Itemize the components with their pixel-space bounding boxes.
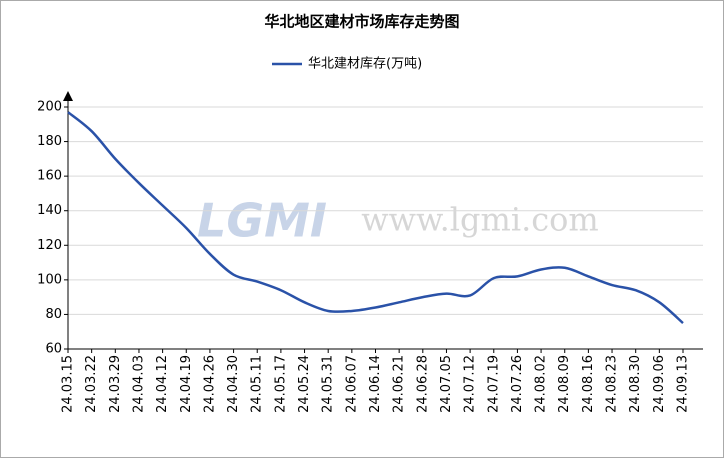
y-tick-label: 140 [37, 203, 62, 218]
x-tick-label: 24.08.09 [557, 355, 572, 413]
x-tick-label: 24.05.17 [273, 355, 288, 413]
x-tick-label: 24.07.12 [463, 355, 478, 413]
x-tick-label: 24.04.03 [131, 355, 146, 413]
x-tick-label: 24.08.30 [628, 355, 643, 413]
y-tick-label: 80 [45, 307, 62, 322]
y-tick-label: 180 [37, 134, 62, 149]
x-tick-label: 24.03.29 [108, 355, 123, 413]
x-tick-label: 24.05.11 [250, 355, 265, 413]
y-tick-label: 100 [37, 272, 62, 287]
x-tick-label: 24.04.26 [202, 355, 217, 413]
watermark-logo: LGMI [197, 194, 327, 248]
x-tick-label: 24.05.31 [321, 355, 336, 413]
y-tick-label: 200 [37, 100, 62, 115]
y-tick-label: 120 [37, 238, 62, 253]
x-tick-label: 24.06.07 [344, 355, 359, 413]
x-tick-label: 24.09.06 [652, 355, 667, 413]
x-tick-label: 24.03.15 [61, 355, 76, 413]
x-tick-label: 24.04.30 [226, 355, 241, 413]
x-tick-label: 24.06.28 [415, 355, 430, 413]
watermark-url: www.lgmi.com [361, 201, 599, 239]
y-tick-label: 160 [37, 169, 62, 184]
x-tick-label: 24.05.24 [297, 355, 312, 413]
x-tick-label: 24.09.13 [676, 355, 691, 413]
y-tick-label: 60 [45, 342, 62, 357]
x-tick-label: 24.04.12 [155, 355, 170, 413]
x-tick-label: 24.04.19 [179, 355, 194, 413]
x-tick-label: 24.03.22 [84, 355, 99, 413]
x-tick-label: 24.07.19 [486, 355, 501, 413]
x-tick-label: 24.06.14 [368, 355, 383, 413]
legend-label: 华北建材库存(万吨) [308, 56, 422, 72]
x-tick-label: 24.07.26 [510, 355, 525, 413]
x-tick-label: 24.08.02 [534, 355, 549, 413]
chart-title: 华北地区建材市场库存走势图 [264, 13, 459, 31]
x-tick-label: 24.08.23 [605, 355, 620, 413]
x-tick-label: 24.08.16 [581, 355, 596, 413]
x-tick-label: 24.07.05 [439, 355, 454, 413]
y-axis-arrow [63, 91, 73, 101]
series-line [67, 111, 684, 325]
x-tick-label: 24.06.21 [392, 355, 407, 413]
